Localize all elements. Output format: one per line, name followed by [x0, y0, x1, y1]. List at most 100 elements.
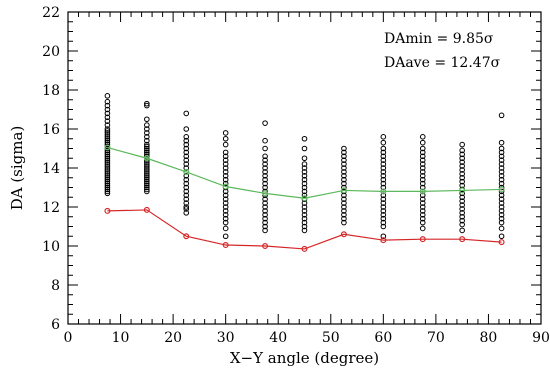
scatter-point	[498, 208, 505, 214]
scatter-point	[104, 135, 111, 142]
damin-point	[301, 245, 308, 252]
scatter-point	[419, 204, 426, 210]
scatter-point	[104, 151, 111, 158]
scatter-point	[341, 196, 347, 202]
scatter-point	[144, 173, 150, 179]
x-tick-label: 30	[217, 330, 235, 346]
scatter-point	[144, 171, 150, 177]
scatter-point	[419, 153, 426, 160]
scatter-point	[301, 204, 308, 210]
scatter-point	[419, 165, 426, 171]
scatter-point	[262, 180, 268, 187]
scatter-point	[104, 167, 111, 173]
scatter-point	[222, 233, 229, 240]
scatter-point	[380, 134, 387, 140]
scatter-point	[104, 147, 111, 154]
damin-point	[262, 243, 269, 250]
scatter-point	[183, 145, 190, 152]
scatter-point	[104, 106, 111, 113]
scatter-point	[144, 161, 150, 167]
scatter-point	[341, 212, 347, 218]
daave-point	[459, 187, 466, 194]
scatter-point	[419, 139, 426, 146]
scatter-point	[419, 145, 426, 152]
scatter-point	[341, 145, 347, 152]
scatter-point	[380, 180, 387, 187]
scatter-point	[380, 219, 387, 226]
scatter-point	[104, 134, 111, 140]
y-tick-label: 8	[51, 278, 60, 294]
damin-series-line	[107, 209, 502, 250]
scatter-point	[104, 176, 111, 183]
scatter-point	[498, 145, 505, 152]
scatter-point	[262, 157, 268, 163]
scatter-point	[341, 149, 347, 156]
scatter-point	[104, 130, 111, 136]
scatter-point	[262, 204, 268, 210]
scatter-point	[380, 169, 387, 175]
y-tick-label: 22	[42, 5, 60, 21]
scatter-point	[262, 120, 268, 126]
y-tick-label: 18	[42, 83, 60, 99]
scatter-point	[419, 169, 426, 175]
scatter-point	[144, 178, 150, 185]
scatter-point	[341, 180, 347, 187]
scatter-point	[144, 169, 150, 175]
scatter-point	[144, 167, 150, 173]
scatter-point	[301, 227, 308, 234]
scatter-point	[341, 219, 347, 226]
scatter-point	[419, 134, 426, 140]
scatter-point	[262, 173, 268, 179]
daave-label: DAave =	[384, 55, 451, 71]
x-tick-label: 10	[112, 330, 130, 346]
scatter-point	[419, 173, 426, 179]
scatter-point	[301, 173, 308, 179]
scatter-point	[380, 153, 387, 160]
scatter-point	[104, 118, 111, 124]
scatter-point	[380, 200, 387, 206]
scatter-point	[380, 161, 387, 167]
scatter-point	[104, 93, 111, 99]
damin-point	[104, 207, 111, 214]
daave-point	[301, 195, 308, 202]
scatter-point	[380, 204, 387, 210]
scatter-point	[498, 165, 505, 171]
scatter-point	[301, 184, 308, 191]
scatter-point	[459, 194, 465, 201]
scatter-point	[380, 173, 387, 179]
scatter-point	[183, 161, 190, 167]
scatter-point	[104, 184, 111, 191]
scatter-point	[104, 155, 111, 162]
scatter-point	[222, 208, 229, 214]
scatter-point	[104, 137, 111, 144]
damin-annotation: DAmin = 9.85σ	[384, 31, 494, 47]
scatter-point	[222, 215, 229, 222]
scatter-point	[459, 155, 465, 162]
y-tick-label: 20	[42, 44, 60, 60]
scatter-point	[144, 174, 150, 181]
scatter-point	[301, 135, 308, 142]
scatter-point	[222, 225, 229, 232]
scatter-point	[104, 114, 111, 121]
scatter-point	[104, 126, 111, 132]
scatter-point	[301, 215, 308, 222]
scatter-point	[144, 182, 150, 189]
scatter-point	[459, 190, 465, 197]
scatter-point	[301, 169, 308, 175]
scatter-point	[222, 200, 229, 206]
y-tick-label: 12	[42, 200, 60, 216]
scatter-point	[144, 137, 150, 144]
scatter-point	[380, 212, 387, 218]
scatter-point	[341, 215, 347, 222]
scatter-point	[144, 186, 150, 193]
scatter-point	[380, 157, 387, 163]
scatter-point	[183, 126, 190, 132]
daave-point	[262, 190, 269, 197]
scatter-point	[498, 212, 505, 218]
scatter-point	[301, 188, 308, 195]
scatter-point	[104, 178, 111, 185]
y-tick-label: 6	[51, 317, 60, 333]
scatter-point	[498, 192, 505, 199]
scatter-point	[144, 180, 150, 187]
